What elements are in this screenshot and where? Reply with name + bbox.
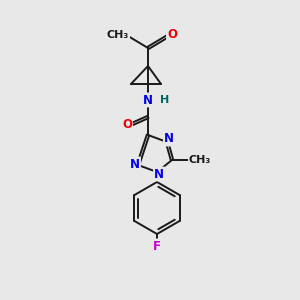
Text: CH₃: CH₃: [189, 155, 211, 165]
Text: CH₃: CH₃: [107, 30, 129, 40]
Text: F: F: [153, 239, 161, 253]
Text: H: H: [160, 95, 169, 105]
Text: O: O: [122, 118, 132, 130]
Text: N: N: [154, 167, 164, 181]
Text: N: N: [143, 94, 153, 106]
Text: N: N: [164, 133, 174, 146]
Text: N: N: [130, 158, 140, 170]
Text: O: O: [167, 28, 177, 41]
